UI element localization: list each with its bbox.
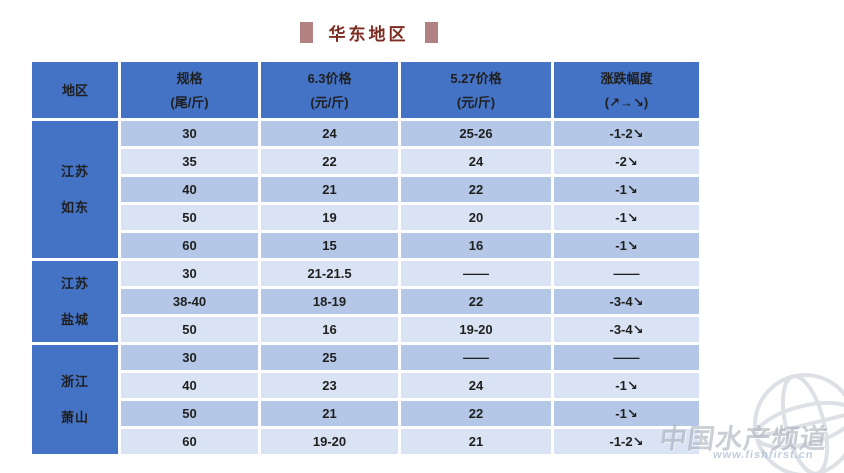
- table-header-row: 地区 规格 (尾/斤) 6.3价格 (元/斤) 5.27价格 (元/斤) 涨跌幅…: [32, 62, 699, 118]
- price-new-cell: 18-19: [261, 289, 398, 314]
- price-old-cell: 16: [401, 233, 551, 258]
- price-old-cell: 24: [401, 149, 551, 174]
- region-cell-jiangsu-rudong: 江苏 如东: [32, 121, 118, 258]
- price-old-cell: 19-20: [401, 317, 551, 342]
- price-old-cell: 25-26: [401, 121, 551, 146]
- change-cell: -1-2↘: [554, 429, 699, 454]
- title-marker-right-icon: [424, 21, 438, 43]
- header-spec: 规格 (尾/斤): [121, 62, 258, 118]
- spec-cell: 30: [121, 261, 258, 286]
- price-old-cell: ——: [401, 345, 551, 370]
- spec-cell: 30: [121, 345, 258, 370]
- spec-cell: 60: [121, 429, 258, 454]
- price-new-cell: 21: [261, 401, 398, 426]
- table-row: 江苏 如东 30 24 25-26 -1-2↘: [32, 121, 699, 258]
- page-title: 华东地区: [32, 14, 705, 50]
- price-old-cell: 22: [401, 177, 551, 202]
- title-marker-left-icon: [299, 21, 313, 43]
- header-price-old: 5.27价格 (元/斤): [401, 62, 551, 118]
- change-cell: -1↘: [554, 373, 699, 398]
- price-new-cell: 24: [261, 121, 398, 146]
- change-cell: -3-4↘: [554, 317, 699, 342]
- spec-cell: 38-40: [121, 289, 258, 314]
- table-row: 40 21 22 -1↘: [32, 177, 699, 202]
- price-old-cell: 21: [401, 429, 551, 454]
- price-old-cell: 24: [401, 373, 551, 398]
- header-price-new: 6.3价格 (元/斤): [261, 62, 398, 118]
- region-cell-jiangsu-yancheng: 江苏 盐城: [32, 261, 118, 342]
- spec-cell: 60: [121, 233, 258, 258]
- header-change: 涨跌幅度 (↗→↘): [554, 62, 699, 118]
- price-new-cell: 23: [261, 373, 398, 398]
- price-new-cell: 19-20: [261, 429, 398, 454]
- spec-cell: 50: [121, 317, 258, 342]
- price-new-cell: 22: [261, 149, 398, 174]
- price-new-cell: 16: [261, 317, 398, 342]
- change-cell: -1↘: [554, 401, 699, 426]
- spec-cell: 35: [121, 149, 258, 174]
- price-old-cell: ——: [401, 261, 551, 286]
- spec-cell: 30: [121, 121, 258, 146]
- table-row: 50 21 22 -1↘: [32, 401, 699, 426]
- header-region: 地区: [32, 62, 118, 118]
- change-cell: -2↘: [554, 149, 699, 174]
- table-row: 38-40 18-19 22 -3-4↘: [32, 289, 699, 314]
- price-new-cell: 19: [261, 205, 398, 230]
- table-row: 江苏 盐城 30 21-21.5 —— ——: [32, 261, 699, 342]
- table-row: 60 19-20 21 -1-2↘: [32, 429, 699, 454]
- price-table: 地区 规格 (尾/斤) 6.3价格 (元/斤) 5.27价格 (元/斤) 涨跌幅…: [29, 59, 702, 457]
- table-row: 浙江 萧山 30 25 —— ——: [32, 345, 699, 454]
- price-new-cell: 15: [261, 233, 398, 258]
- region-cell-zhejiang-xiaoshan: 浙江 萧山: [32, 345, 118, 454]
- page-title-text: 华东地区: [328, 24, 409, 44]
- price-old-cell: 22: [401, 289, 551, 314]
- price-old-cell: 22: [401, 401, 551, 426]
- table-row: 50 16 19-20 -3-4↘: [32, 317, 699, 342]
- table-row: 50 19 20 -1↘: [32, 205, 699, 230]
- change-cell: -1↘: [554, 177, 699, 202]
- change-cell: ——: [554, 345, 699, 370]
- table-row: 40 23 24 -1↘: [32, 373, 699, 398]
- change-cell: -1↘: [554, 233, 699, 258]
- spec-cell: 40: [121, 373, 258, 398]
- price-new-cell: 21: [261, 177, 398, 202]
- change-cell: -1-2↘: [554, 121, 699, 146]
- change-cell: ——: [554, 261, 699, 286]
- spec-cell: 40: [121, 177, 258, 202]
- table-row: 35 22 24 -2↘: [32, 149, 699, 174]
- spec-cell: 50: [121, 401, 258, 426]
- price-new-cell: 21-21.5: [261, 261, 398, 286]
- watermark-url-text: www.fishfirst.cn: [712, 449, 815, 461]
- change-cell: -3-4↘: [554, 289, 699, 314]
- price-old-cell: 20: [401, 205, 551, 230]
- globe-icon: [753, 373, 844, 473]
- spec-cell: 50: [121, 205, 258, 230]
- table-row: 60 15 16 -1↘: [32, 233, 699, 258]
- price-new-cell: 25: [261, 345, 398, 370]
- change-cell: -1↘: [554, 205, 699, 230]
